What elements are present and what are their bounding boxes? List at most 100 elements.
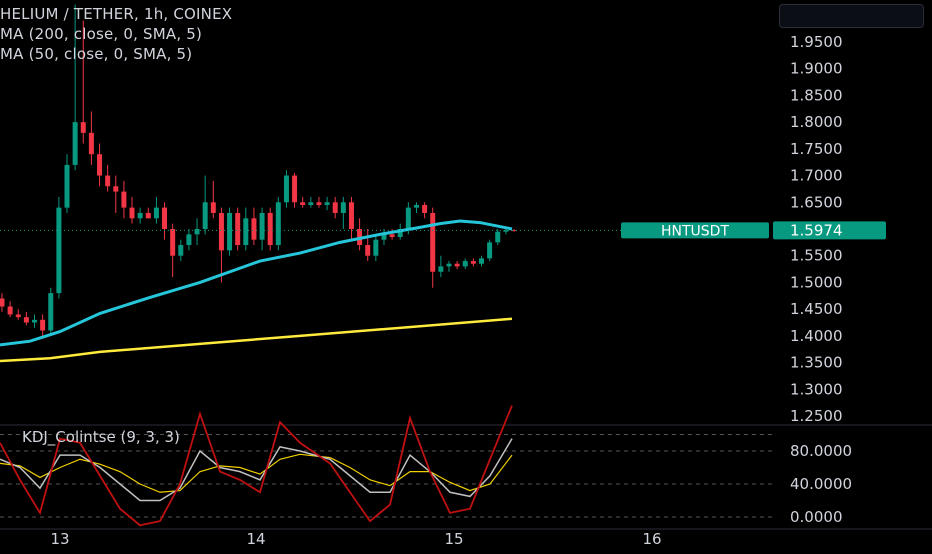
- candle-body: [72, 122, 78, 165]
- candle-body: [88, 132, 94, 155]
- candle-body: [462, 261, 468, 267]
- candle-body: [495, 231, 501, 243]
- ma200-legend: MA (200, close, 0, SMA, 5): [0, 25, 203, 43]
- candle-body: [251, 218, 257, 240]
- candle-body: [186, 234, 192, 246]
- candle-body: [283, 175, 289, 203]
- price-tick-label: 1.3500: [790, 354, 843, 372]
- candle-body: [381, 234, 387, 240]
- ma50-line: [0, 219, 513, 347]
- candle-body: [259, 212, 265, 240]
- price-tick-label: 1.2500: [790, 407, 843, 425]
- candle-body: [129, 207, 135, 219]
- candle-body: [113, 186, 119, 192]
- candle-body: [340, 202, 346, 213]
- indicator-tick-label: 0.0000: [790, 508, 843, 526]
- candle-body: [397, 229, 403, 238]
- price-tick-label: 1.7000: [790, 167, 843, 185]
- candle-body: [365, 245, 371, 256]
- kdj-legend: KDJ_Colintse (9, 3, 3): [22, 428, 180, 446]
- candle-body: [308, 202, 314, 205]
- candle-body: [275, 202, 281, 246]
- candle-body: [0, 298, 5, 307]
- candle-body: [389, 234, 395, 238]
- candle-body: [405, 207, 411, 229]
- candle-body: [373, 239, 379, 256]
- grid: [0, 424, 932, 530]
- price-tick-label: 1.9500: [790, 33, 843, 51]
- price-tick-label: 1.5500: [790, 247, 843, 265]
- kdj-d-line: [0, 453, 513, 493]
- top-right-panel[interactable]: [779, 4, 924, 28]
- kdj-j-line: [0, 405, 513, 527]
- price-axis: 1.9500 1.9000 1.8500 1.8000 1.7500 1.7000 1.65…: [790, 33, 852, 526]
- candle-body: [210, 202, 216, 213]
- price-tag-box: [773, 221, 886, 240]
- candle-body: [324, 202, 330, 205]
- candle-body: [162, 207, 168, 229]
- candle-body: [227, 212, 233, 251]
- kdj-indicator: [0, 405, 772, 527]
- time-tick-label: 13: [50, 530, 69, 548]
- candle-body: [48, 293, 54, 331]
- price-tick-label: 1.3000: [790, 380, 843, 398]
- candle-body: [56, 207, 62, 294]
- candle-body: [194, 229, 200, 235]
- price-tick-label: 1.9000: [790, 60, 843, 78]
- indicator-tick-label: 40.0000: [790, 475, 852, 493]
- candle-body: [80, 122, 86, 133]
- candle-body: [40, 319, 46, 331]
- candle-body: [478, 258, 484, 264]
- price-tick-label: 1.8000: [790, 113, 843, 131]
- symbol-title: HELIUM / TETHER, 1h, COINEX: [0, 5, 233, 23]
- time-tick-label: 14: [246, 530, 265, 548]
- candle-body: [202, 202, 208, 229]
- candle-body: [218, 212, 224, 251]
- candle-body: [470, 261, 476, 264]
- candle-body: [235, 212, 241, 246]
- candle-body: [292, 175, 298, 203]
- chart-legend: HELIUM / TETHER, 1h, COINEX MA (200, clo…: [0, 4, 232, 64]
- price-tick-label: 1.5000: [790, 273, 843, 291]
- moving-averages: [0, 219, 513, 363]
- candle-body: [446, 263, 452, 267]
- candle-body: [267, 212, 273, 246]
- candle-body: [430, 212, 436, 272]
- candle-body: [7, 306, 13, 315]
- candle-body: [511, 230, 517, 232]
- symbol-tag-box: [621, 222, 769, 239]
- symbol-tag-label: HNTUSDT: [661, 223, 729, 239]
- candle-body: [121, 191, 127, 208]
- candle-body: [170, 229, 176, 256]
- candle-body: [178, 245, 184, 256]
- candle-body: [438, 266, 444, 272]
- candle-body: [503, 230, 509, 232]
- time-tick-label: 15: [444, 530, 463, 548]
- candle-body: [145, 212, 151, 219]
- price-tag-label: 1.5974: [790, 221, 843, 239]
- candle-body: [97, 154, 103, 176]
- candle-body: [332, 202, 338, 213]
- candle-body: [137, 212, 143, 219]
- candle-body: [105, 175, 111, 187]
- price-tick-label: 1.4500: [790, 300, 843, 318]
- candle-body: [454, 263, 460, 267]
- candle-body: [32, 319, 38, 323]
- ma50-legend: MA (50, close, 0, SMA, 5): [0, 45, 193, 63]
- candles: [0, 4, 517, 339]
- candle-body: [487, 242, 493, 259]
- candle-body: [23, 317, 29, 323]
- ma200-line: [0, 317, 513, 363]
- price-tag: HNTUSDT 1.5974: [0, 221, 886, 240]
- price-tick-label: 1.4000: [790, 327, 843, 345]
- candle-body: [413, 204, 419, 208]
- price-tick-label: 1.7500: [790, 140, 843, 158]
- price-tick-label: 1.8500: [790, 86, 843, 104]
- kdj-k-line: [0, 438, 513, 502]
- candle-body: [15, 314, 21, 318]
- candle-body: [316, 202, 322, 205]
- indicator-tick-label: 80.0000: [790, 442, 852, 460]
- candle-body: [300, 202, 306, 205]
